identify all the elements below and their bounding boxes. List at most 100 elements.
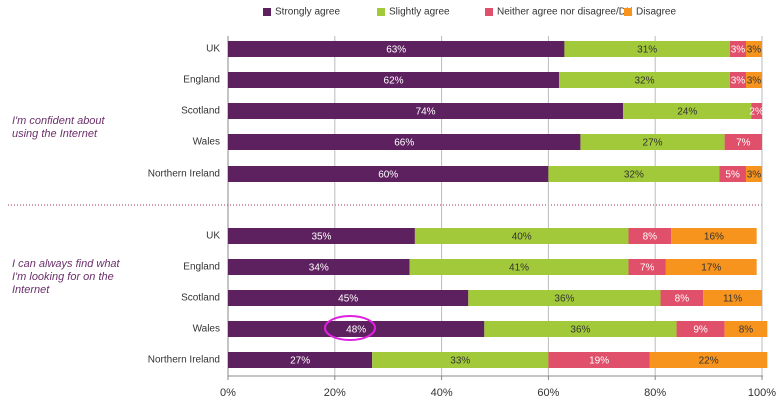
y-tick-label: Northern Ireland [148,169,220,180]
legend-swatch [263,8,271,16]
bar-segment [228,103,624,119]
value-label: 3% [731,45,746,56]
value-label: 63% [386,45,406,56]
highlight-circle [324,315,376,341]
bar-segment [676,321,725,337]
value-label: 2% [749,107,764,118]
bar-segment [745,166,762,182]
bar-segment [228,41,565,57]
x-tick-label: 60% [537,387,559,399]
value-label: 40% [512,232,532,243]
bar-segment [580,134,725,150]
value-label: 36% [554,294,574,305]
y-tick-label: Scotland [181,106,220,117]
value-label: 11% [723,294,742,305]
y-tick-label: Wales [193,137,220,148]
bar-segment [228,259,410,275]
value-label: 36% [570,325,590,336]
value-label: 45% [338,294,358,305]
value-label: 7% [640,263,655,274]
bar-segment [468,290,661,306]
bar-segment [548,352,650,368]
bar-segment [719,166,746,182]
bar-segment [745,72,762,88]
group-label: I'm looking for on the [12,271,114,283]
y-tick-label: Northern Ireland [148,355,220,366]
value-label: 31% [637,45,657,56]
value-label: 8% [739,325,754,336]
legend-label: Strongly agree [275,7,340,18]
value-label: 27% [643,138,663,149]
bar-segment [724,134,762,150]
bar-segment [628,228,672,244]
value-label: 32% [624,170,644,181]
bar-segment [623,103,752,119]
bar-segment [409,259,629,275]
y-tick-label: Scotland [181,293,220,304]
value-label: 60% [378,170,398,181]
bar-segment [228,290,469,306]
bar-segment [729,72,746,88]
value-label: 33% [450,356,470,367]
y-tick-label: Wales [193,324,220,335]
value-label: 17% [701,263,721,274]
group-label: Internet [12,284,50,296]
bar-segment [228,166,549,182]
value-label: 3% [747,45,762,56]
y-tick-label: England [183,262,220,273]
value-label: 35% [311,232,331,243]
value-label: 32% [635,76,655,87]
legend-swatch [624,8,632,16]
value-label: 8% [643,232,658,243]
x-tick-label: 40% [431,387,453,399]
legend-label: Slightly agree [389,7,450,18]
bar-segment [484,321,677,337]
value-label: 74% [416,107,436,118]
x-tick-label: 20% [324,387,346,399]
value-label: 34% [309,263,329,274]
bar-segment [660,290,704,306]
x-tick-label: 80% [644,387,666,399]
value-label: 5% [725,170,740,181]
y-tick-label: England [183,75,220,86]
legend-swatch [485,8,493,16]
value-label: 3% [747,170,762,181]
value-label: 7% [736,138,751,149]
bar-segment [559,72,730,88]
legend-label: Disagree [636,7,676,18]
bar-segment [228,134,581,150]
bar-segment [548,166,720,182]
value-label: 41% [509,263,529,274]
bar-segment [228,72,560,88]
bar-segment [671,228,757,244]
group-label: I'm confident about [12,115,106,127]
value-label: 9% [693,325,708,336]
bar-segment [703,290,762,306]
value-label: 16% [704,232,724,243]
value-label: 27% [290,356,310,367]
value-label: 22% [699,356,719,367]
bar-segment [228,228,415,244]
group-label: using the Internet [12,128,98,140]
value-label: 62% [384,76,404,87]
bar-segment [414,228,629,244]
value-label: 48% [346,325,366,336]
bar-segment [745,41,762,57]
x-tick-label: 0% [220,387,236,399]
bar-segment [751,103,762,119]
bar-segment [372,352,549,368]
bar-segment [228,321,485,337]
legend-label: Neither agree nor disagree/DK [497,7,633,18]
bar-segment [649,352,768,368]
bar-segment [729,41,746,57]
bar-segment [665,259,757,275]
x-tick-label: 100% [748,387,776,399]
y-tick-label: UK [206,44,220,55]
y-tick-label: UK [206,231,220,242]
bar-segment [564,41,730,57]
value-label: 66% [394,138,414,149]
value-label: 3% [731,76,746,87]
bar-segment [228,352,373,368]
value-label: 24% [677,107,697,118]
